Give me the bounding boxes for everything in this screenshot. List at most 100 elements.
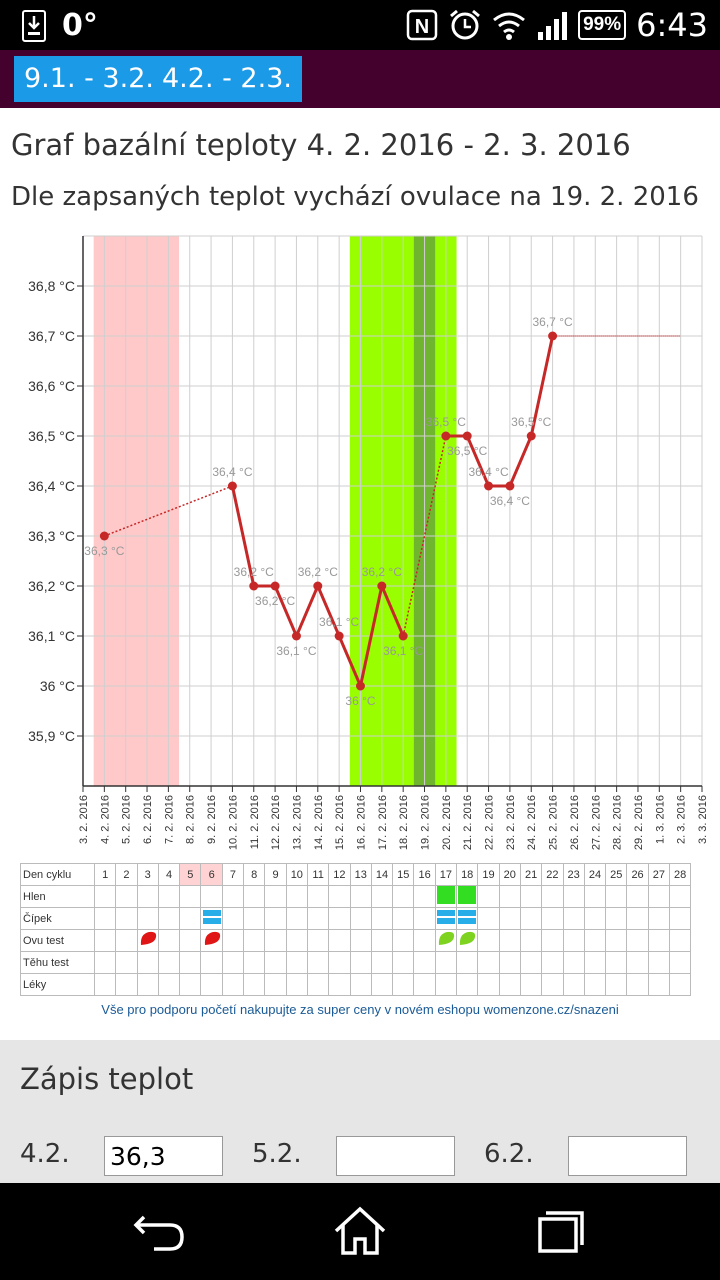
cycle-day-number: 24 <box>583 863 607 886</box>
cycle-cell <box>413 885 436 908</box>
cycle-cell <box>349 951 372 974</box>
data-point <box>526 431 536 441</box>
cycle-cell <box>328 973 351 996</box>
data-label: 36,7 °C <box>533 315 573 329</box>
cycle-cell <box>243 973 266 996</box>
recents-icon[interactable] <box>530 1205 590 1257</box>
cycle-day-number: 8 <box>243 863 266 886</box>
cycle-cell <box>370 973 394 996</box>
cycle-cell[interactable] <box>434 929 458 952</box>
data-label: 36,1 °C <box>276 644 316 658</box>
cycle-cell <box>562 907 585 930</box>
cycle-table-row: Ovu test <box>20 929 692 952</box>
temperature-input-day-3[interactable] <box>568 1136 687 1176</box>
x-tick-label: 19. 2. 2016 <box>420 795 432 850</box>
cycle-cell <box>243 907 266 930</box>
cycle-cell <box>392 907 415 930</box>
series-segment <box>295 585 320 637</box>
cycle-day-number: 10 <box>285 863 308 886</box>
x-tick-label: 20. 2. 2016 <box>441 795 453 850</box>
home-icon[interactable] <box>330 1205 390 1257</box>
cycle-cell <box>285 885 308 908</box>
cycle-cell <box>477 929 500 952</box>
promo-link[interactable]: Vše pro podporu početí nakupujte za supe… <box>101 1002 619 1017</box>
temperature-input-day-1[interactable] <box>104 1136 223 1176</box>
cycle-cell[interactable] <box>434 907 458 930</box>
cycle-table-row: Těhu test <box>20 951 692 974</box>
cycle-cell <box>243 951 266 974</box>
cycle-day-number: 11 <box>306 863 330 886</box>
cycle-day-number: 13 <box>349 863 372 886</box>
cycle-cell <box>562 973 585 996</box>
cycle-cell <box>413 929 436 952</box>
cycle-cell <box>157 907 181 930</box>
cycle-cell <box>93 907 117 930</box>
cycle-cell <box>583 973 607 996</box>
x-tick-label: 23. 2. 2016 <box>505 795 517 850</box>
cycle-cell <box>306 907 330 930</box>
cycle-day-header-label: Den cyklu <box>20 863 95 886</box>
cycle-cell <box>541 929 564 952</box>
cycle-cell[interactable] <box>200 929 223 952</box>
cycle-cell <box>179 929 202 952</box>
cycle-cell <box>605 951 628 974</box>
cycle-day-number: 19 <box>477 863 500 886</box>
data-label: 36,4 °C <box>490 494 530 508</box>
cycle-cell <box>392 951 415 974</box>
cycle-cell <box>519 973 543 996</box>
cycle-cell <box>200 951 223 974</box>
cycle-cell[interactable] <box>456 885 479 908</box>
x-tick-label: 17. 2. 2016 <box>377 795 389 850</box>
cycle-cell <box>349 929 372 952</box>
cycle-cell <box>669 885 692 908</box>
x-tick-label: 28. 2. 2016 <box>612 795 624 850</box>
cycle-cell[interactable] <box>200 907 223 930</box>
ovu-positive-icon <box>437 931 455 950</box>
cycle-cell[interactable] <box>456 929 479 952</box>
cycle-cell <box>136 973 159 996</box>
x-tick-label: 15. 2. 2016 <box>334 795 346 850</box>
x-tick-label: 9. 2. 2016 <box>206 795 218 844</box>
cycle-cell <box>264 929 287 952</box>
data-point <box>270 581 280 591</box>
cycle-day-number: 3 <box>136 863 159 886</box>
data-label: 36,1 °C <box>319 615 359 629</box>
cycle-row-label: Léky <box>20 973 95 996</box>
svg-text:N: N <box>415 16 429 38</box>
cycle-day-number: 27 <box>647 863 671 886</box>
cycle-day-number: 2 <box>115 863 138 886</box>
cycle-cell <box>370 951 394 974</box>
tab-current-range[interactable]: 4.2. - 2.3. <box>152 56 302 102</box>
cycle-cell[interactable] <box>136 929 159 952</box>
nfc-icon: N <box>406 9 438 41</box>
series-segment <box>508 435 533 487</box>
status-bar: 0° N 99% 6:43 <box>0 0 720 50</box>
cycle-cell <box>306 973 330 996</box>
cycle-day-number: 21 <box>519 863 543 886</box>
cycle-cell[interactable] <box>456 907 479 930</box>
range-tab-bar: 9.1. - 3.2. 4.2. - 2.3. <box>0 50 720 108</box>
cycle-day-number: 14 <box>370 863 394 886</box>
cycle-table: Den cyklu 1 2 3 4 5 6 7 8 9 10 11 12 13 14 15 16 17 18 19 20… <box>20 863 692 996</box>
cycle-cell <box>136 907 159 930</box>
temperature-input-day-2[interactable] <box>336 1136 455 1176</box>
x-tick-label: 3. 2. 2016 <box>78 795 90 844</box>
cycle-cell <box>669 973 692 996</box>
cycle-cell <box>179 885 202 908</box>
cycle-cell <box>669 907 692 930</box>
cycle-cell <box>157 951 181 974</box>
tab-previous-range[interactable]: 9.1. - 3.2. <box>14 56 164 102</box>
page-title: Graf bazální teploty 4. 2. 2016 - 2. 3. … <box>11 128 631 162</box>
cycle-cell <box>136 885 159 908</box>
data-label: 36,5 °C <box>447 444 487 458</box>
wifi-icon <box>493 12 526 40</box>
cycle-cell[interactable] <box>434 885 458 908</box>
cycle-cell <box>498 973 521 996</box>
data-point <box>505 481 515 491</box>
cycle-cell <box>647 907 671 930</box>
cycle-cell <box>562 885 585 908</box>
entry-title: Zápis teplot <box>20 1062 194 1096</box>
series-segment <box>316 585 341 637</box>
back-icon[interactable] <box>130 1205 190 1257</box>
cycle-cell <box>93 973 117 996</box>
